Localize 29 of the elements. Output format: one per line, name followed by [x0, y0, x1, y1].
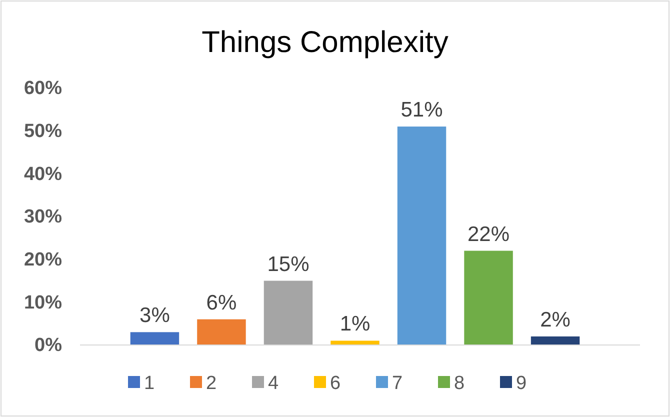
y-tick-label: 40%: [24, 164, 62, 185]
bar: [397, 126, 446, 345]
data-label: 1%: [340, 312, 370, 336]
y-tick-label: 0%: [34, 335, 62, 356]
y-tick-label: 20%: [24, 249, 62, 270]
data-label: 15%: [267, 252, 310, 276]
legend-label: 8: [454, 373, 465, 394]
y-tick-label: 50%: [24, 120, 62, 142]
data-label: 3%: [140, 304, 170, 328]
bar: [330, 340, 380, 345]
data-label: 22%: [468, 222, 510, 246]
chart-title: Things Complexity: [202, 26, 448, 59]
y-tick-label: 30%: [24, 206, 62, 228]
y-tick-label: 10%: [24, 292, 62, 314]
legend-label: 1: [144, 373, 155, 394]
legend-label: 7: [392, 373, 403, 394]
legend-label: 2: [206, 373, 217, 394]
y-tick-label: 60%: [24, 78, 62, 100]
bar: [130, 332, 180, 345]
bar: [464, 250, 513, 345]
legend-label: 4: [268, 373, 279, 394]
bar: [530, 336, 580, 345]
bar: [197, 319, 246, 345]
data-label: 2%: [540, 308, 570, 332]
bar: [264, 280, 313, 345]
data-label: 6%: [206, 291, 237, 314]
data-label: 51%: [400, 98, 443, 122]
legend-label: 9: [516, 373, 527, 394]
legend-label: 6: [330, 373, 341, 394]
